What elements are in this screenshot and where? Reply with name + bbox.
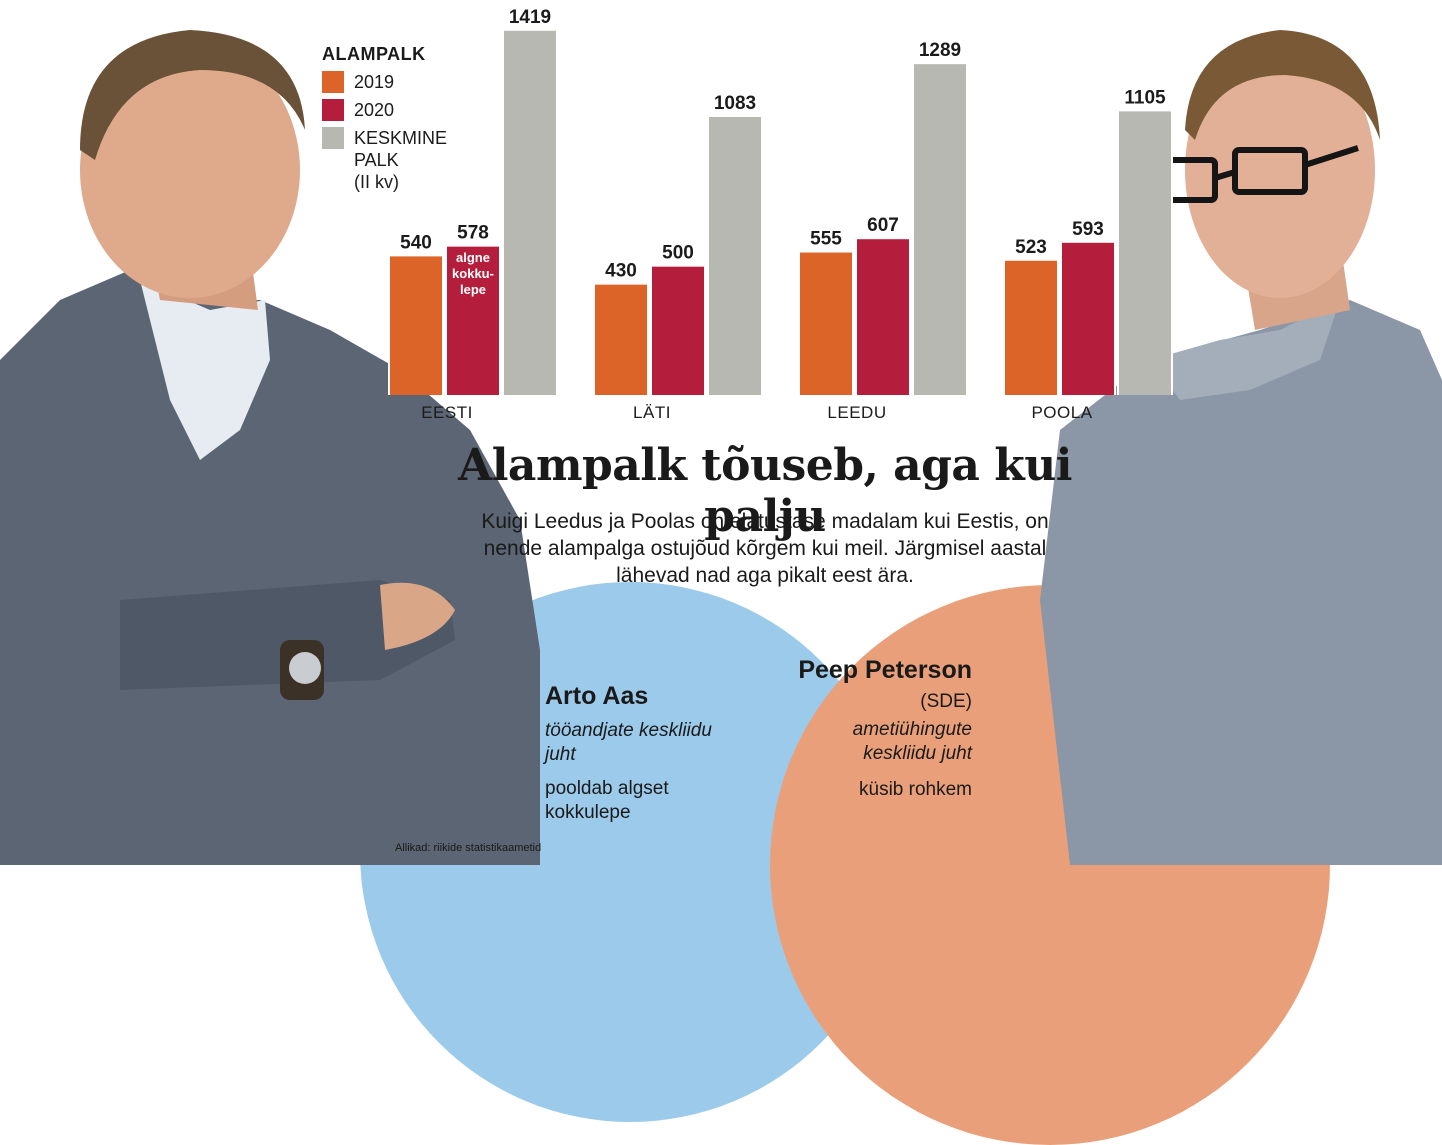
headline: Alampalk tõuseb, aga kui palju: [458, 440, 1072, 542]
value-label-läti-keskmine: 1083: [714, 93, 756, 114]
bar-chart: 1419 540 578 EESTI 1083 430 500 LÄTI 1289 555 607 L…: [388, 7, 1173, 422]
value-label-eesti-keskmine: 1419: [509, 7, 551, 28]
person-right-photo: [980, 0, 1442, 865]
right-person-role: ametiühingute keskliidu juht: [852, 719, 972, 764]
bar-eesti-2020: [447, 246, 499, 395]
person-left-photo: [0, 0, 560, 865]
legend-label-2019: 2019: [354, 72, 395, 92]
value-label-poola-2020: 593: [1072, 219, 1104, 240]
bar-eesti-keskmine: [504, 30, 556, 395]
value-label-poola-keskmine: 1105: [1124, 87, 1166, 108]
left-person-name: Arto Aas: [545, 682, 649, 710]
annotation-eesti-2020: algne kokku-lepe: [452, 250, 494, 297]
left-person-stance: pooldab algset kokkulepe: [545, 778, 669, 823]
category-label-eesti: EESTI: [421, 403, 473, 422]
right-person-stance: küsib rohkem: [859, 779, 972, 800]
value-label-läti-2020: 500: [662, 243, 694, 264]
bar-läti-keskmine: [709, 117, 761, 395]
bar-poola-2020: [1062, 242, 1114, 395]
bar-poola-keskmine: [1119, 111, 1171, 395]
category-label-leedu: LEEDU: [827, 403, 886, 422]
legend-title: ALAMPALK: [322, 44, 426, 64]
right-person-name: Peep Peterson: [798, 656, 972, 684]
right-person-caption: Peep Peterson (SDE) ametiühingute keskli…: [780, 654, 972, 802]
legend-item-2020: 2020: [322, 99, 462, 121]
bar-läti-2020: [652, 266, 704, 395]
bar-poola-2019: [1005, 260, 1057, 395]
legend-label-2020: 2020: [354, 100, 395, 120]
value-label-leedu-2020: 607: [867, 215, 899, 236]
category-label-läti: LÄTI: [633, 403, 671, 422]
chart-legend: ALAMPALK 2019 2020 KESKMINE PALK (II kv): [322, 44, 462, 193]
left-person-caption: Arto Aas tööandjate keskliidu juht poold…: [545, 682, 745, 825]
value-label-poola-2019: 523: [1015, 237, 1047, 258]
bar-leedu-2020: [857, 239, 909, 395]
category-label-poola: POOLA: [1031, 403, 1092, 422]
value-label-leedu-2019: 555: [810, 229, 842, 250]
bar-leedu-2019: [800, 252, 852, 395]
source-note: Allikad: riikide statistikaametid: [395, 842, 542, 854]
right-person-party: (SDE): [920, 691, 972, 712]
legend-swatch-2020: [322, 99, 344, 121]
lede: Kuigi Leedus ja Poolas on elatustase mad…: [481, 510, 1049, 587]
legend-swatch-2019: [322, 71, 344, 93]
bar-läti-2019: [595, 284, 647, 395]
legend-label-average: KESKMINE PALK (II kv): [354, 128, 448, 192]
legend-item-2019: 2019: [322, 71, 462, 93]
bar-leedu-keskmine: [914, 64, 966, 395]
value-label-eesti-2019: 540: [400, 232, 432, 253]
left-person-role: tööandjate keskliidu juht: [545, 720, 712, 765]
legend-swatch-average: [322, 127, 344, 149]
bar-eesti-2019: [390, 256, 442, 395]
legend-item-average: KESKMINE PALK (II kv): [322, 127, 462, 193]
value-label-eesti-2020: 578: [457, 223, 489, 244]
value-label-leedu-keskmine: 1289: [919, 40, 961, 61]
value-label-läti-2019: 430: [605, 261, 637, 282]
